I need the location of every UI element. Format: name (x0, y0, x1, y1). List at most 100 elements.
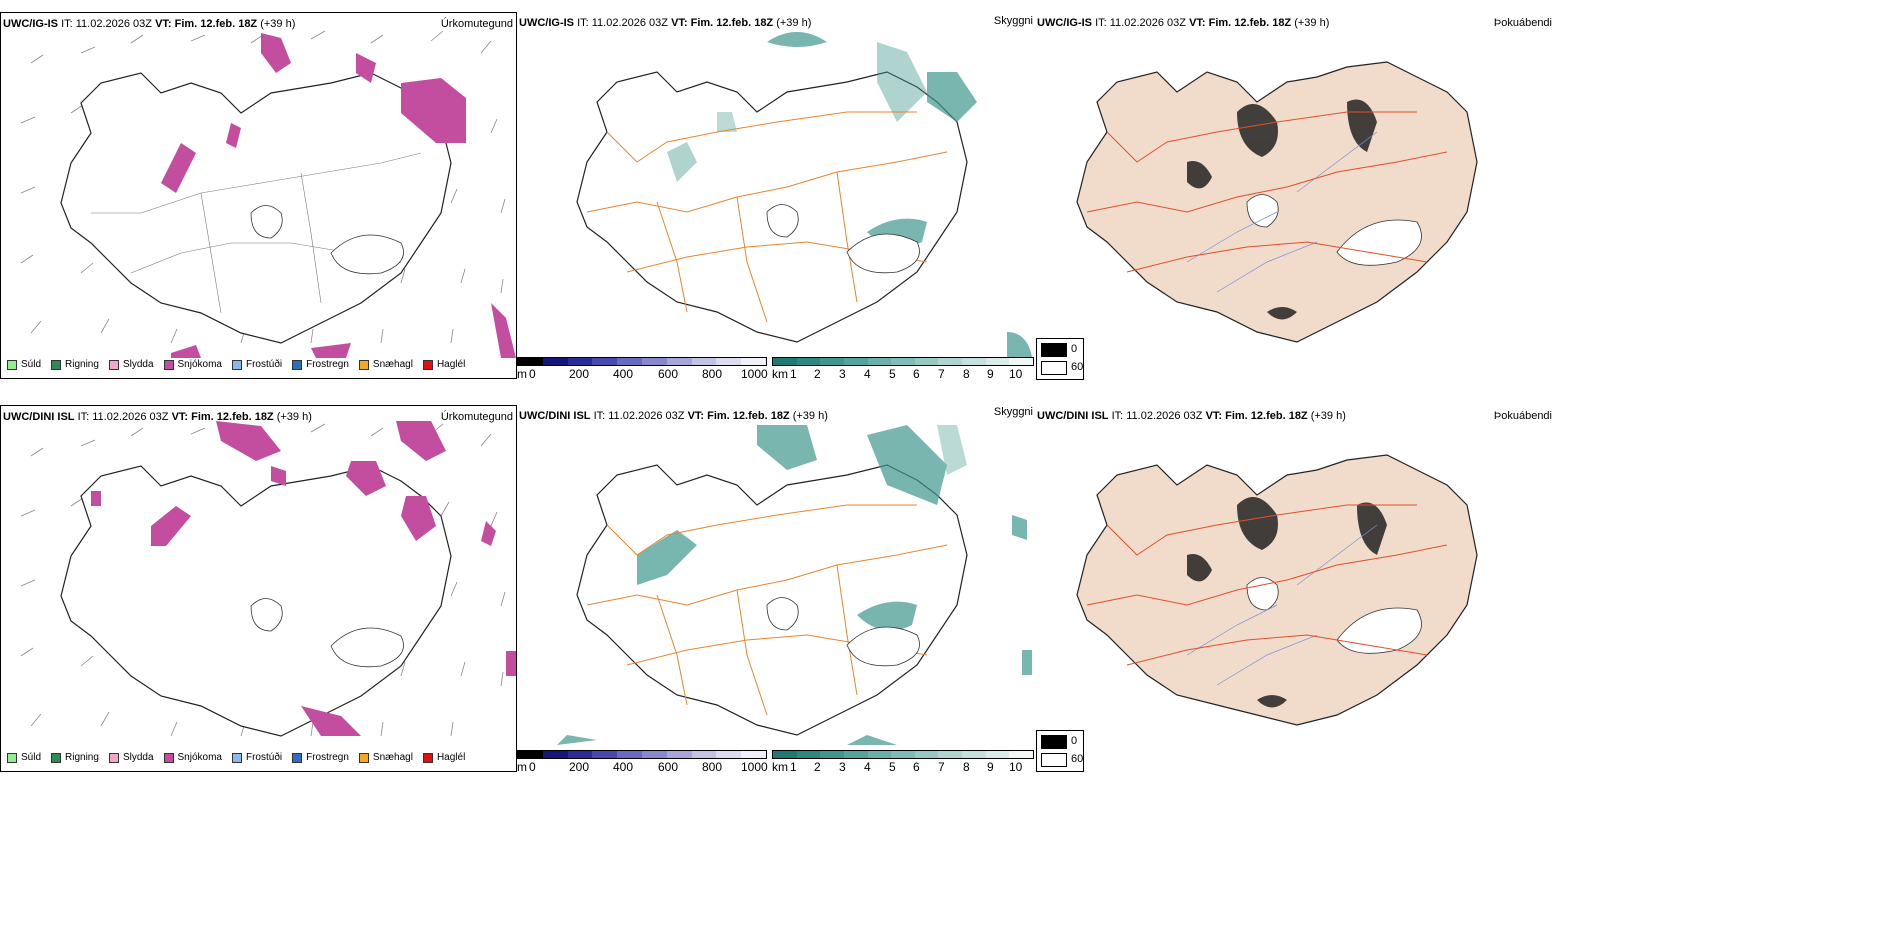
panel-header: UWC/DINI ISL IT: 11.02.2026 03Z VT: Fim.… (1037, 410, 1346, 422)
tick-label: 0 (529, 367, 536, 381)
rivers (1186, 524, 1378, 686)
tick-label: 1000 (741, 760, 768, 774)
precip-legend: Súld Rigning Slydda Snjókoma Frostúði Fr… (7, 359, 465, 370)
product-title: Þokuábendi (1493, 17, 1552, 29)
fog-index-key: 0 60 (1036, 338, 1084, 380)
coastline (60, 72, 452, 344)
colorbar-unit: m (517, 367, 527, 381)
legend-item: Frostúði (231, 359, 282, 370)
precip-legend: Súld Rigning Slydda Snjókoma Frostúði Fr… (7, 752, 465, 763)
legend-item: Frostúði (231, 752, 282, 763)
precip-type-map-bottom: UWC/DINI ISL IT: 11.02.2026 03Z VT: Fim.… (0, 405, 517, 772)
fog-key-label: 60 (1071, 361, 1084, 373)
panel-header: UWC/DINI ISL IT: 11.02.2026 03Z VT: Fim.… (3, 411, 312, 423)
panel-header: UWC/DINI ISL IT: 11.02.2026 03Z VT: Fim.… (519, 410, 828, 422)
glaciers (766, 597, 920, 667)
rivers (1186, 131, 1378, 293)
legend-item: Snjókoma (163, 752, 222, 763)
panel-header: UWC/IG-IS IT: 11.02.2026 03Z VT: Fim. 12… (1037, 17, 1330, 29)
tick-label: 8 (963, 367, 970, 381)
tick-label: 2 (814, 367, 821, 381)
tick-label: 800 (702, 760, 723, 774)
panel-header: UWC/IG-IS IT: 11.02.2026 03Z VT: Fim. 12… (3, 18, 296, 30)
fog-index-key: 0 60 (1036, 730, 1084, 772)
glaciers (250, 598, 404, 668)
tick-label: 200 (569, 367, 590, 381)
tick-label: 2 (814, 760, 821, 774)
iceland-map: 937 423 (576, 32, 1032, 357)
tick-label: 600 (658, 760, 679, 774)
tick-label: 1 (790, 760, 797, 774)
legend-item: Haglél (422, 359, 465, 370)
fog-index-map-bottom: UWC/DINI ISL IT: 11.02.2026 03Z VT: Fim.… (1037, 405, 1557, 730)
height-colorbar: m 0 200 400 600 800 1000 (517, 357, 768, 381)
fog-key-label: 60 (1071, 753, 1084, 765)
legend-item: Frostregn (292, 359, 349, 370)
glaciers (1246, 577, 1422, 654)
legend-item: Rigning (51, 359, 99, 370)
tick-label: 4 (864, 760, 871, 774)
product-title: Skyggni (993, 15, 1033, 27)
tick-label: 600 (658, 367, 679, 381)
legend-item: Rigning (51, 752, 99, 763)
spot-label: 423 (932, 117, 949, 128)
legend-item: Snæhagl (358, 752, 413, 763)
product-title: Úrkomutegund (440, 411, 513, 423)
coastline (60, 465, 452, 737)
height-colorbar: m 0 200 400 600 800 1000 (517, 750, 768, 774)
legend-item: Súld (7, 752, 41, 763)
colorbar-unit: km (772, 367, 788, 381)
precip-type-map-top: UWC/IG-IS IT: 11.02.2026 03Z VT: Fim. 12… (0, 12, 517, 379)
tick-label: 400 (613, 367, 634, 381)
panel-header: UWC/IG-IS IT: 11.02.2026 03Z VT: Fim. 12… (519, 17, 812, 29)
iceland-map (20, 421, 516, 737)
tick-label: 5 (889, 367, 896, 381)
visibility-map-bottom: UWC/DINI ISL IT: 11.02.2026 03Z VT: Fim.… (517, 405, 1037, 772)
iceland-map (1076, 61, 1478, 343)
spot-label: 937 (897, 129, 914, 140)
visibility-colorbar: km 1 2 3 4 5 6 7 8 9 10 (772, 357, 1034, 381)
tick-label: 9 (987, 367, 994, 381)
roads (1086, 111, 1448, 273)
iceland-map (20, 30, 516, 358)
legend-item: Slydda (108, 359, 154, 370)
visibility-map-top: UWC/IG-IS IT: 11.02.2026 03Z VT: Fim. 12… (517, 12, 1037, 379)
product-title: Skyggni (993, 406, 1033, 418)
tick-label: 0 (529, 760, 536, 774)
legend-item: Haglél (422, 752, 465, 763)
tick-label: 3 (839, 760, 846, 774)
fog-index-map-top: UWC/IG-IS IT: 11.02.2026 03Z VT: Fim. 12… (1037, 12, 1557, 352)
glaciers (250, 205, 404, 275)
tick-label: 8 (963, 760, 970, 774)
tick-label: 6 (913, 367, 920, 381)
low-visibility-areas (557, 425, 1032, 745)
tick-label: 7 (938, 367, 945, 381)
colorbar-unit: km (772, 760, 788, 774)
snow-areas (161, 33, 516, 358)
visibility-colorbar: km 1 2 3 4 5 6 7 8 9 10 (772, 750, 1034, 774)
fog-key-label: 0 (1071, 343, 1078, 355)
iceland-map (1076, 454, 1478, 726)
legend-item: Súld (7, 359, 41, 370)
tick-label: 10 (1009, 760, 1023, 774)
tick-label: 6 (913, 760, 920, 774)
iceland-map (557, 425, 1032, 745)
legend-item: Snjókoma (163, 359, 222, 370)
tick-label: 7 (938, 760, 945, 774)
tick-label: 1000 (741, 367, 768, 381)
tick-label: 9 (987, 760, 994, 774)
roads (1086, 504, 1448, 666)
colorbar-unit: m (517, 760, 527, 774)
legend-item: Snæhagl (358, 359, 413, 370)
tick-label: 3 (839, 367, 846, 381)
tick-label: 800 (702, 367, 723, 381)
fog-key-label: 0 (1071, 735, 1078, 747)
legend-item: Slydda (108, 752, 154, 763)
tick-label: 1 (790, 367, 797, 381)
snow-areas (91, 421, 516, 736)
tick-label: 10 (1009, 367, 1023, 381)
tick-label: 4 (864, 367, 871, 381)
product-title: Úrkomutegund (440, 18, 513, 30)
product-title: Þokuábendi (1493, 410, 1552, 422)
tick-label: 200 (569, 760, 590, 774)
